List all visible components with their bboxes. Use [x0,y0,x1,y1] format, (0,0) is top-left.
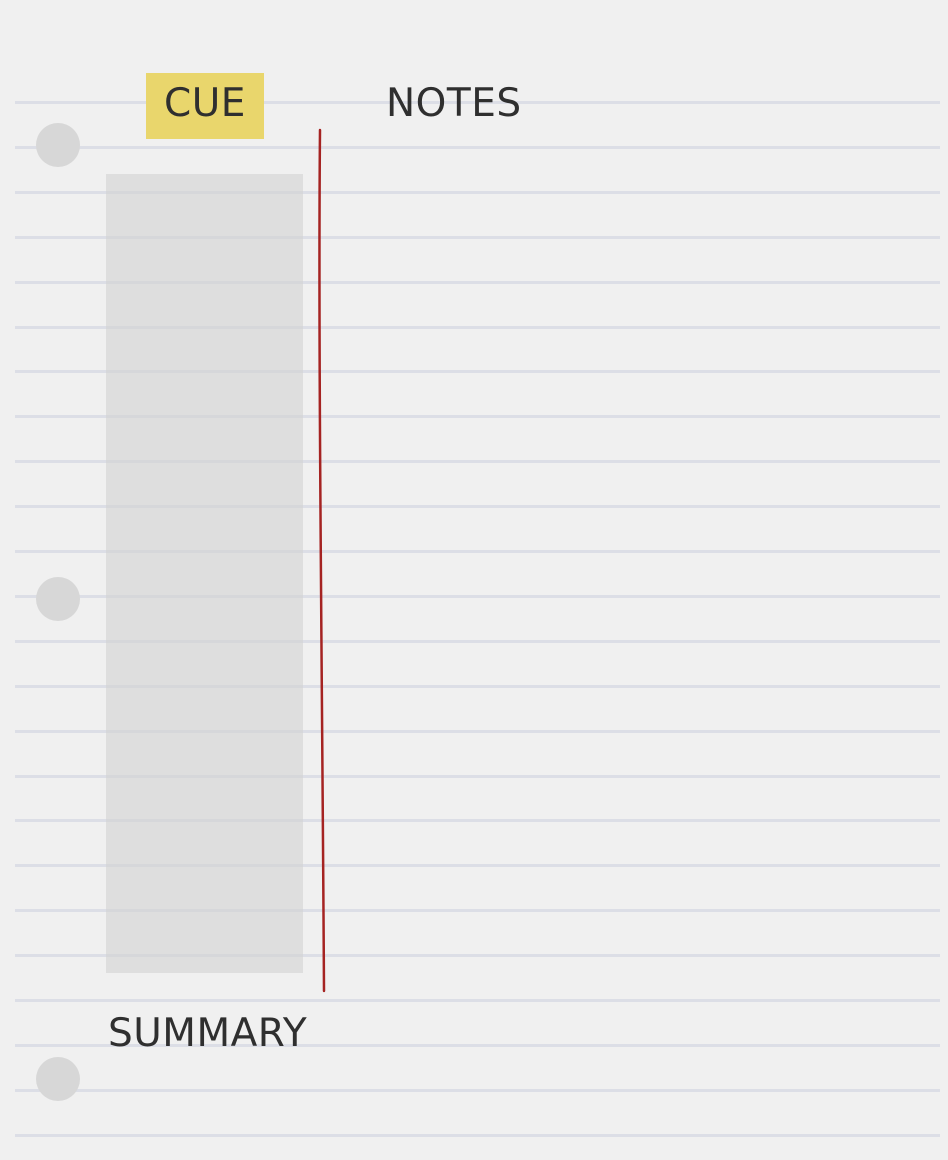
cue-heading: CUE [164,81,246,126]
rule-line [15,954,940,957]
rule-line [15,505,940,508]
rule-line [15,685,940,688]
rule-line [15,595,940,598]
rule-line [15,909,940,912]
rule-line [15,1044,940,1047]
rule-line [15,281,940,284]
notes-heading: NOTES [386,81,522,126]
rule-line [15,236,940,239]
rule-line [15,999,940,1002]
rule-line [15,1089,940,1092]
rule-line [15,730,940,733]
rule-line [15,864,940,867]
rule-line [15,101,940,104]
rule-line [15,415,940,418]
cue-highlight [146,73,264,139]
rule-line [15,1134,940,1137]
rule-line [15,819,940,822]
rule-line [15,326,940,329]
punch-hole-bottom [36,1057,80,1101]
rule-line [15,640,940,643]
punch-hole-top [36,123,80,167]
punch-hole-middle [36,577,80,621]
cue-column [106,174,303,973]
rule-line [15,146,940,149]
rule-line [15,460,940,463]
rule-line [15,191,940,194]
summary-heading: SUMMARY [108,1011,308,1056]
rule-line [15,370,940,373]
rule-line [15,550,940,553]
rule-line [15,775,940,778]
